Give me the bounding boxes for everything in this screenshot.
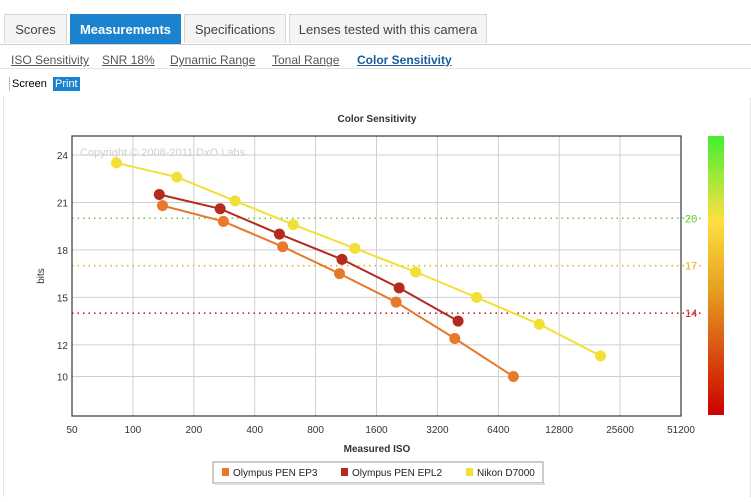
measurement-subnav: ISO Sensitivity SNR 18% Dynamic Range To…: [0, 44, 751, 69]
data-point: [390, 296, 402, 308]
x-tick-label: 25600: [606, 425, 634, 436]
data-point: [229, 195, 241, 207]
legend-entry: Olympus PEN EP3: [233, 468, 318, 479]
data-point: [287, 219, 299, 231]
data-point: [333, 268, 345, 280]
series-line: [116, 161, 602, 357]
reference-line-label: 20: [685, 213, 697, 225]
data-point: [349, 242, 361, 254]
tab-measurements[interactable]: Measurements: [70, 14, 181, 44]
x-tick-label: 50: [66, 425, 78, 436]
y-axis-ticks: 10 12 15 18 21 24: [57, 151, 69, 383]
subnav-iso-sensitivity[interactable]: ISO Sensitivity: [11, 53, 90, 67]
legend-swatch: [341, 468, 348, 476]
x-axis-ticks: 50 100 200 400 800 1600 3200 6400 12800 25600 5120…: [66, 425, 695, 436]
x-tick-label: 400: [246, 425, 263, 436]
data-point: [214, 203, 226, 215]
tab-specifications[interactable]: Specifications: [184, 14, 286, 43]
x-tick-label: 200: [185, 425, 202, 436]
data-point: [410, 266, 422, 278]
reference-line-label: 17: [685, 261, 697, 273]
x-tick-label: 51200: [667, 425, 695, 436]
chart-watermark: Copyright © 2008-2011 DxO Labs: [80, 147, 246, 159]
plot-border: [71, 135, 682, 417]
chart-series: [111, 157, 607, 382]
x-tick-label: 6400: [487, 425, 510, 436]
chart-title: Color Sensitivity: [338, 114, 417, 125]
color-sensitivity-chart: Color Sensitivity Copyright © 2008-2011 …: [36, 114, 724, 485]
subnav-color-sensitivity[interactable]: Color Sensitivity: [357, 53, 452, 67]
x-tick-label: 1600: [365, 425, 388, 436]
x-tick-label: 100: [125, 425, 142, 436]
reference-lines: 20 17 14: [72, 213, 704, 320]
y-tick-label: 12: [57, 341, 69, 352]
color-scale-bar: [708, 136, 724, 415]
legend-entry: Olympus PEN EPL2: [352, 468, 442, 479]
y-tick-label: 10: [57, 372, 69, 383]
y-tick-label: 24: [57, 151, 69, 162]
tab-bar: Scores Measurements Specifications Lense…: [0, 0, 751, 45]
data-point: [393, 282, 405, 294]
y-axis-label: bits: [36, 268, 47, 284]
reference-line-label: 14: [685, 308, 697, 320]
chart-legend: Olympus PEN EP3 Olympus PEN EPL2 Nikon D70…: [212, 461, 545, 485]
data-point: [156, 200, 168, 212]
screen-mode-button[interactable]: Screen: [9, 77, 49, 91]
subnav-snr-18[interactable]: SNR 18%: [102, 53, 155, 67]
subnav-tonal-range[interactable]: Tonal Range: [272, 53, 340, 67]
data-point: [336, 253, 348, 265]
data-point: [217, 215, 229, 227]
y-tick-label: 18: [57, 246, 69, 257]
data-point: [533, 318, 545, 330]
legend-swatch: [222, 468, 229, 476]
subnav-dynamic-range[interactable]: Dynamic Range: [170, 53, 256, 67]
data-point: [507, 370, 519, 382]
data-point: [449, 332, 461, 344]
series-line: [159, 193, 459, 322]
data-point: [153, 189, 165, 201]
y-tick-label: 21: [57, 198, 69, 209]
x-axis-label: Measured ISO: [344, 444, 411, 455]
x-tick-label: 3200: [426, 425, 449, 436]
y-tick-label: 15: [57, 293, 69, 304]
tab-lenses-tested[interactable]: Lenses tested with this camera: [289, 14, 487, 43]
legend-swatch: [466, 468, 473, 476]
data-point: [471, 291, 483, 303]
data-point: [273, 228, 285, 240]
tab-scores[interactable]: Scores: [4, 14, 67, 43]
data-point: [171, 171, 183, 183]
x-tick-label: 800: [307, 425, 324, 436]
chart-panel: Color Sensitivity Copyright © 2008-2011 …: [3, 97, 751, 497]
data-point: [277, 241, 289, 253]
legend-entry: Nikon D7000: [477, 468, 535, 479]
data-point: [111, 157, 123, 169]
legend-shadow: [215, 483, 545, 485]
data-point: [595, 350, 607, 362]
print-mode-button[interactable]: Print: [53, 77, 80, 91]
data-point: [452, 315, 464, 327]
x-tick-label: 12800: [545, 425, 573, 436]
